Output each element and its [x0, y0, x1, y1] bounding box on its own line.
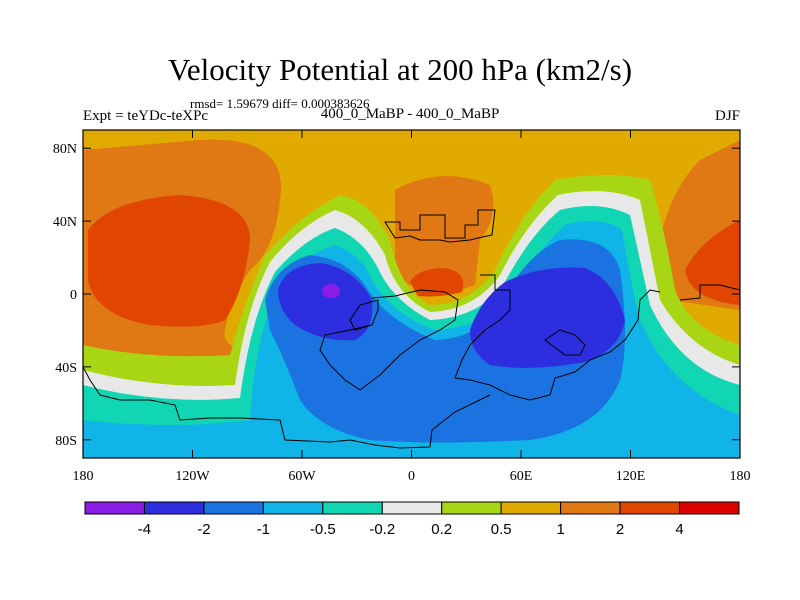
colorbar-swatch [143, 501, 205, 515]
contour-band-darkblue-samerica [278, 263, 373, 341]
stats-line: rmsd= 1.59679 diff= 0.000383626 [190, 96, 370, 111]
colorbar-swatch [441, 501, 502, 515]
chart-title: Velocity Potential at 200 hPa (km2/s) [167, 52, 633, 87]
colorbar-label: 0.2 [431, 521, 452, 538]
coastline-east [679, 284, 740, 301]
x-tick-label: 180 [730, 469, 751, 484]
colorbar-label: -0.5 [310, 521, 336, 538]
coastline-southern [83, 366, 491, 449]
colorbar-swatch [381, 501, 443, 515]
coastline-south-pacific [544, 329, 586, 356]
y-tick-label: 80N [53, 142, 77, 157]
colorbar-swatch [619, 501, 681, 515]
coastline-south-america [349, 299, 379, 331]
x-tick-label: 180 [73, 469, 94, 484]
y-axis: 80N 40N 0 40S 80S [53, 142, 740, 449]
x-tick-label: 0 [408, 469, 415, 484]
x-axis: 180 120W 60W 0 60E 120E 180 [73, 130, 751, 484]
colorbar-label: 4 [675, 521, 683, 538]
colorbar-label: 2 [616, 521, 624, 538]
colorbar-swatch [203, 501, 264, 515]
contour-band-gt4-east [685, 220, 740, 305]
contour-field [83, 130, 740, 458]
x-tick-label: 60E [510, 469, 533, 484]
y-tick-label: 40N [53, 215, 77, 230]
y-tick-label: 80S [55, 434, 77, 449]
colorbar-label: -4 [138, 521, 151, 538]
season-label: DJF [714, 108, 740, 124]
colorbar-label: 0.5 [491, 521, 512, 538]
colorbar-swatch [679, 501, 740, 515]
x-tick-label: 120W [175, 469, 210, 484]
y-tick-label: 0 [70, 288, 77, 303]
x-tick-label: 120E [616, 469, 646, 484]
colorbar: -4 -2 -1 -0.5 -0.2 0.2 0.5 1 2 4 [84, 501, 740, 538]
colorbar-label: -0.2 [369, 521, 395, 538]
colorbar-swatch [262, 501, 324, 515]
coastlines [83, 209, 740, 449]
colorbar-swatch [500, 501, 562, 515]
contour-band-gt4-pacific [88, 195, 250, 327]
colorbar-label: -1 [257, 521, 270, 538]
colorbar-swatch [560, 501, 621, 515]
experiment-label: Expt = teYDc-teXPc [83, 108, 209, 124]
period-label: 400_0_MaBP - 400_0_MaBP [320, 106, 500, 122]
coastline-africa-south [319, 289, 459, 391]
coastline-north-africa [384, 209, 496, 243]
contour-band-2-4-north-africa [395, 176, 494, 292]
contour-band-gt4-africa [410, 268, 464, 297]
colorbar-label: -2 [197, 521, 210, 538]
colorbar-label: 1 [556, 521, 564, 538]
x-tick-label: 60W [288, 469, 316, 484]
contour-band-purple-min [322, 284, 340, 298]
coastline-asia-australia [454, 274, 661, 401]
contour-band-darkblue-westpacific [470, 267, 625, 368]
colorbar-swatch [322, 501, 383, 515]
y-tick-label: 40S [55, 361, 77, 376]
colorbar-swatch [84, 501, 145, 515]
